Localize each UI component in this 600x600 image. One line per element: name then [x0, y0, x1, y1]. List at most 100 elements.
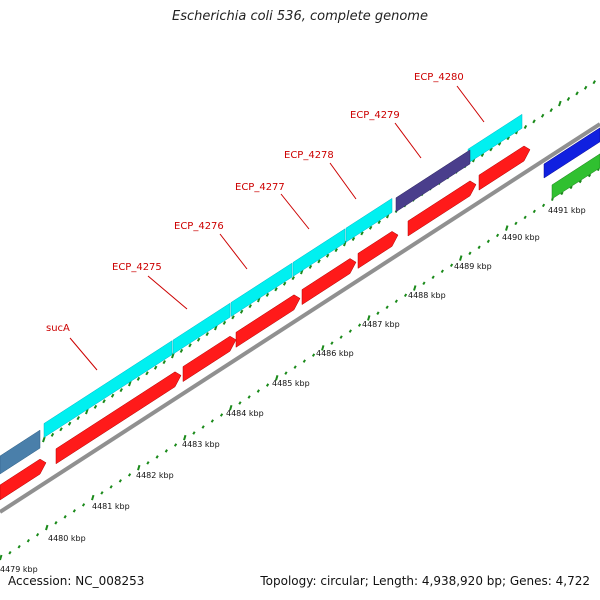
scale-tick: [137, 464, 141, 471]
gene-leader-line: [147, 275, 188, 310]
scale-tick: [91, 494, 95, 501]
outer-tick: [291, 276, 295, 281]
scale-tick: [459, 255, 463, 261]
forward-cds-dark: [395, 149, 471, 213]
reverse-cds-4: [235, 294, 301, 348]
kbp-label: 4480 kbp: [48, 534, 86, 543]
scale-tick: [256, 389, 260, 393]
scale-tick: [532, 209, 536, 214]
scale-tick: [403, 293, 408, 297]
scale-tick: [578, 179, 582, 184]
outer-tick: [76, 416, 80, 421]
scale-tick: [523, 215, 527, 220]
scale-tick: [541, 203, 546, 208]
outer-tick: [489, 147, 493, 152]
gene-leader-line: [456, 85, 485, 123]
outer-tick: [196, 337, 201, 342]
outer-tick: [334, 248, 338, 253]
scale-tick: [0, 554, 3, 561]
scale-tick: [35, 533, 40, 537]
scale-tick: [505, 225, 509, 231]
outer-tick: [248, 304, 252, 309]
reverse-cds-5: [301, 258, 357, 306]
outer-tick: [102, 399, 106, 404]
scale-tick: [146, 461, 150, 465]
scale-tick: [477, 245, 481, 250]
outer-tick: [566, 96, 571, 101]
kbp-label: 4487 kbp: [362, 320, 400, 329]
reverse-cds-3: [182, 335, 237, 383]
scale-tick: [109, 485, 113, 489]
outer-tick: [575, 91, 579, 96]
kbp-label: 4485 kbp: [272, 379, 310, 388]
outer-tick: [265, 292, 270, 297]
outer-tick: [592, 80, 596, 85]
scale-tick: [495, 233, 500, 238]
kbp-label: 4490 kbp: [502, 233, 540, 242]
outer-tick: [145, 371, 149, 376]
accession-text: Accession: NC_008253: [8, 574, 145, 588]
kbp-label: 4486 kbp: [316, 349, 354, 358]
scale-tick: [367, 315, 371, 321]
kbp-label: 4489 kbp: [454, 262, 492, 271]
scale-tick: [72, 509, 76, 513]
scale-tick: [275, 375, 279, 381]
gene-leader-line: [329, 162, 357, 200]
scale-tick: [394, 299, 398, 303]
outer-tick: [308, 264, 313, 269]
scale-tick: [413, 285, 417, 291]
gene-label: ECP_4280: [414, 72, 464, 83]
scale-tick: [431, 275, 435, 280]
scale-tick: [321, 345, 325, 351]
scale-tick: [210, 419, 214, 423]
kbp-label: 4479 kbp: [0, 565, 38, 574]
outer-tick: [360, 231, 364, 236]
scale-tick: [26, 539, 30, 543]
reverse-cds-2: [55, 371, 182, 465]
outer-tick: [188, 343, 192, 348]
scale-tick: [330, 341, 334, 345]
outer-tick: [558, 100, 562, 107]
outer-tick: [222, 320, 227, 325]
outer-tick: [532, 119, 536, 124]
scale-tick: [155, 455, 159, 459]
scale-tick: [339, 335, 343, 339]
scale-tick: [302, 359, 306, 363]
outer-tick: [239, 309, 244, 314]
scale-tick: [468, 251, 472, 256]
gene-features: [0, 113, 600, 501]
outer-tick: [42, 436, 46, 443]
outer-tick: [153, 365, 158, 370]
map-title: Escherichia coli 536, complete genome: [172, 9, 428, 24]
scale-tick: [247, 395, 251, 399]
gene-leader-line: [280, 193, 310, 230]
gene-label: ECP_4278: [284, 150, 334, 161]
scale-tick: [219, 413, 224, 417]
kbp-label: 4481 kbp: [92, 502, 130, 511]
scale-tick: [127, 473, 132, 477]
outer-tick: [231, 315, 235, 320]
scale-tick: [164, 449, 168, 453]
scale-tick: [45, 524, 49, 531]
outer-tick: [523, 124, 528, 129]
outer-tick: [119, 388, 123, 393]
outer-tick: [506, 136, 510, 141]
outer-tick: [368, 225, 373, 230]
scale-tick: [63, 515, 67, 519]
outer-tick: [377, 220, 381, 225]
outer-tick: [540, 113, 545, 118]
outer-tick: [50, 432, 55, 437]
forward-cds-3: [230, 262, 293, 317]
backbone: [0, 122, 600, 514]
outer-tick: [317, 259, 321, 264]
scale-tick: [81, 503, 86, 507]
outer-tick: [274, 287, 278, 292]
scale-tick: [183, 434, 187, 441]
scale-tick: [587, 173, 592, 178]
reverse-cds-7: [407, 180, 477, 237]
scale-tick: [486, 239, 490, 244]
labels: 4479 kbp 4480 kbp 4481 kbp 4482 kbp 4483 kbp…: [0, 72, 586, 574]
outer-tick: [59, 427, 63, 432]
scale-tick: [192, 431, 196, 435]
